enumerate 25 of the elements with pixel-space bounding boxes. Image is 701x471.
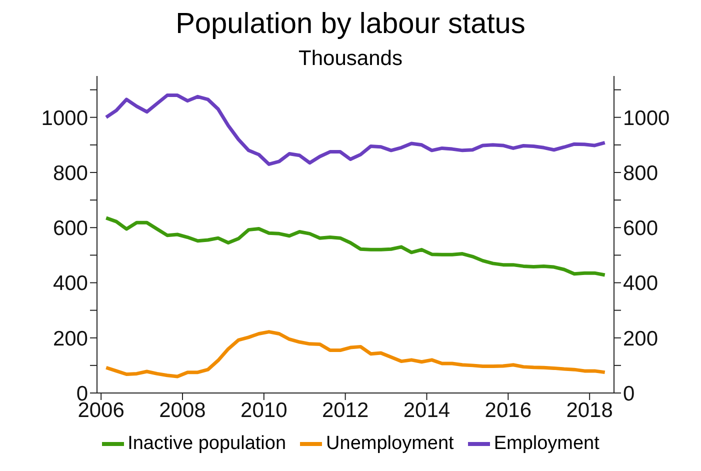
y2-tick-label: 800: [623, 162, 658, 185]
y-tick-label: 800: [52, 162, 88, 185]
line-series: [104, 94, 607, 166]
y2-tick-label: 200: [623, 327, 658, 350]
legend-label: Employment: [494, 433, 600, 455]
x-tick-label: 2010: [240, 398, 288, 422]
y-tick-label: 200: [52, 327, 88, 350]
line-series: [104, 330, 607, 378]
y2-tick-label: 400: [623, 272, 658, 296]
x-tick-label: 2014: [403, 398, 450, 422]
legend-label: Inactive population: [128, 433, 286, 455]
y-tick-label: 1000: [41, 106, 88, 130]
y2-tick-label: 1000: [623, 106, 670, 130]
x-tick-label: 2018: [566, 398, 613, 422]
y-tick-label: 400: [52, 272, 88, 296]
chart-subtitle: Thousands: [298, 47, 404, 71]
line-series: [104, 216, 607, 277]
chart-title: Population by labour status: [174, 8, 526, 41]
x-tick-label: 2012: [322, 398, 369, 422]
legend-label: Unemployment: [326, 433, 454, 455]
x-tick-label: 2016: [484, 398, 532, 422]
y-tick-label: 600: [52, 217, 88, 240]
x-tick-label: 2008: [159, 398, 206, 422]
y2-tick-label: 0: [623, 382, 635, 406]
y2-tick-label: 600: [623, 217, 658, 240]
